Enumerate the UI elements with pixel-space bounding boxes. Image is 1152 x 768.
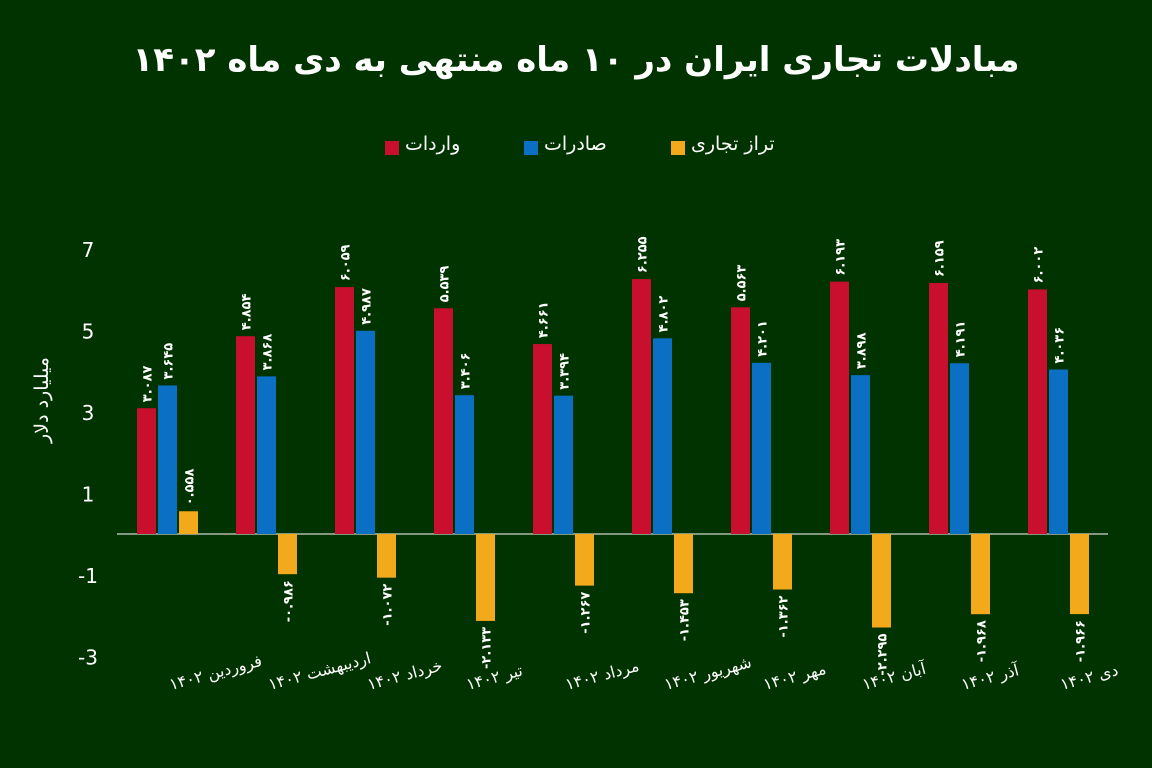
bar-exports <box>653 338 672 534</box>
data-label-exports: ۳.۸۶۸ <box>261 334 276 371</box>
data-label-exports: ۳.۸۹۸ <box>855 332 870 369</box>
data-label-exports: ۴.۹۸۷ <box>360 288 375 325</box>
bar-imports <box>335 287 354 534</box>
bar-balance <box>971 534 990 615</box>
x-tick-label: خرداد ۱۴۰۲ <box>365 656 444 695</box>
x-tick-label: دی ۱۴۰۲ <box>1058 660 1120 694</box>
bar-imports <box>434 308 453 534</box>
data-label-imports: ۶.۱۹۳ <box>834 239 849 276</box>
x-tick-label: اردیبهشت ۱۴۰۲ <box>266 648 373 695</box>
x-tick-label: مرداد ۱۴۰۲ <box>563 656 641 695</box>
bar-exports <box>851 375 870 534</box>
x-tick-label: مهر ۱۴۰۲ <box>761 659 828 695</box>
legend-item-exports: صادرات <box>524 133 614 161</box>
bar-balance <box>476 534 495 621</box>
data-label-exports: ۴.۸۰۲ <box>657 296 672 333</box>
legend-swatch-balance <box>671 141 685 155</box>
bar-balance <box>575 534 594 586</box>
bar-balance <box>377 534 396 578</box>
data-label-exports: ۴.۰۳۶ <box>1053 327 1068 364</box>
bar-balance <box>872 534 891 628</box>
legend-label-exports: صادرات <box>544 133 607 155</box>
data-label-imports: ۵.۵۶۳ <box>735 265 750 302</box>
bar-balance <box>278 534 297 575</box>
bar-exports <box>1049 369 1068 534</box>
y-tick-label: 5 <box>82 319 95 343</box>
y-tick-label: 1 <box>82 482 95 506</box>
data-label-balance: ۰.۵۵۸ <box>183 469 198 506</box>
data-label-imports: ۶.۰۵۹ <box>339 244 354 281</box>
legend-item-balance: تراز تجاری <box>671 133 781 161</box>
x-tick-label: آذر ۱۴۰۲ <box>959 660 1022 695</box>
bar-exports <box>950 363 969 534</box>
legend: واردات صادرات تراز تجاری <box>0 133 1152 163</box>
bar-exports <box>554 395 573 534</box>
legend-label-imports: واردات <box>405 133 461 155</box>
data-label-balance: -۱.۴۵۳ <box>678 599 693 641</box>
y-tick-label: 7 <box>82 238 95 262</box>
bar-balance <box>773 534 792 590</box>
bar-balance <box>1070 534 1089 615</box>
bar-imports <box>830 281 849 534</box>
x-tick-label: فروردین ۱۴۰۲ <box>167 651 264 695</box>
legend-swatch-imports <box>385 141 399 155</box>
legend-item-imports: واردات <box>385 133 465 161</box>
legend-label-balance: تراز تجاری <box>691 133 775 155</box>
data-label-balance: -۱.۹۶۶ <box>1074 620 1089 662</box>
bar-exports <box>356 330 375 534</box>
data-label-exports: ۳.۶۴۵ <box>162 343 177 380</box>
x-tick-label: آبان ۱۴۰۲ <box>860 658 929 694</box>
chart-title: مبادلات تجاری ایران در ۱۰ ماه منتهی به د… <box>132 40 1020 80</box>
bar-exports <box>455 395 474 534</box>
bar-exports <box>257 376 276 534</box>
x-tick-label: شهریور ۱۴۰۲ <box>662 652 754 694</box>
data-label-exports: ۳.۳۹۴ <box>558 353 573 390</box>
bar-balance <box>179 511 198 534</box>
data-label-balance: -۱.۲۶۷ <box>579 592 594 634</box>
data-label-balance: -۲.۲۹۵ <box>876 633 891 675</box>
data-label-balance: -۱.۳۶۲ <box>777 595 792 637</box>
data-label-exports: ۴.۲۰۱ <box>756 320 771 357</box>
legend-swatch-exports <box>524 141 538 155</box>
x-tick-label: تیر ۱۴۰۲ <box>464 661 525 695</box>
data-label-imports: ۶.۱۵۹ <box>933 240 948 277</box>
bar-imports <box>731 307 750 534</box>
data-label-exports: ۳.۴۰۶ <box>459 353 474 390</box>
bar-balance <box>674 534 693 594</box>
bar-exports <box>752 362 771 534</box>
bar-exports <box>158 385 177 534</box>
y-tick-label: 3 <box>82 401 95 425</box>
data-label-balance: -۲.۱۳۳ <box>480 627 495 669</box>
y-axis-label: میلیارد دلار <box>31 357 53 444</box>
y-tick-label: -1 <box>78 564 98 588</box>
y-tick-label: -3 <box>78 645 98 669</box>
data-label-imports: ۶.۲۵۵ <box>636 236 651 273</box>
data-label-imports: ۴.۶۶۱ <box>537 301 552 338</box>
bar-imports <box>1028 289 1047 534</box>
data-label-imports: ۵.۵۳۹ <box>438 266 453 303</box>
bar-imports <box>236 336 255 534</box>
data-label-balance: -۱.۹۶۸ <box>975 620 990 662</box>
data-label-balance: -۱.۰۷۲ <box>381 584 396 626</box>
data-label-balance: -۰.۹۸۶ <box>282 580 297 622</box>
data-label-imports: ۳.۰۸۷ <box>141 365 156 402</box>
bar-imports <box>632 279 651 534</box>
bar-imports <box>533 344 552 534</box>
bar-imports <box>137 408 156 534</box>
data-label-imports: ۴.۸۵۴ <box>240 293 255 330</box>
data-label-exports: ۴.۱۹۱ <box>954 321 969 358</box>
data-label-imports: ۶.۰۰۲ <box>1032 247 1047 284</box>
bar-imports <box>929 283 948 534</box>
